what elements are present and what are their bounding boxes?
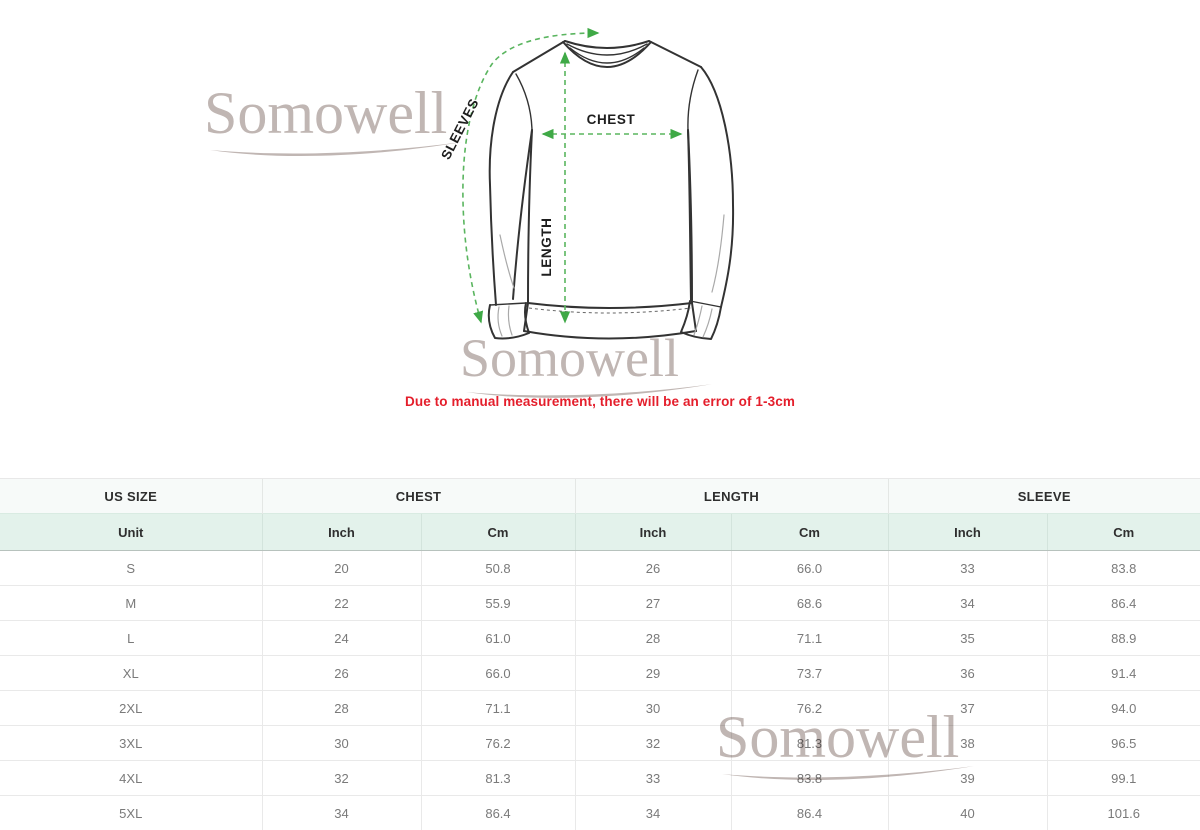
- table-row: M 22 55.9 27 68.6 34 86.4: [0, 585, 1200, 621]
- sweatshirt-diagram: CHEST LENGTH SLEEVES: [438, 27, 735, 340]
- table-unit-header-cell: Cm: [730, 513, 888, 551]
- measurement-cell: 33: [574, 760, 731, 796]
- table-unit-header-row: Unit Inch Cm Inch Cm Inch Cm: [0, 513, 1200, 551]
- table-row: 4XL 32 81.3 33 83.8 39 99.1: [0, 760, 1200, 796]
- measurement-cell: 66.0: [730, 550, 888, 586]
- table-unit-header-cell: Inch: [574, 513, 731, 551]
- table-row: 2XL 28 71.1 30 76.2 37 94.0: [0, 690, 1200, 726]
- table-row: 5XL 34 86.4 34 86.4 40 101.6: [0, 795, 1200, 830]
- size-cell: L: [0, 620, 262, 656]
- measurement-cell: 91.4: [1046, 655, 1200, 691]
- length-label: LENGTH: [539, 217, 554, 276]
- measurement-cell: 39: [887, 760, 1047, 796]
- measurement-cell: 66.0: [420, 655, 575, 691]
- size-cell: M: [0, 585, 262, 621]
- table-unit-header-cell: Inch: [887, 513, 1047, 551]
- measurement-cell: 99.1: [1046, 760, 1200, 796]
- measurement-cell: 76.2: [730, 690, 888, 726]
- size-cell: 4XL: [0, 760, 262, 796]
- measurement-cell: 34: [887, 585, 1047, 621]
- measurement-cell: 83.8: [730, 760, 888, 796]
- size-table: US SIZE CHEST LENGTH SLEEVE Unit Inch Cm Inch C…: [0, 478, 1200, 830]
- measurement-cell: 86.4: [730, 795, 888, 830]
- table-unit-header-cell: Cm: [1046, 513, 1200, 551]
- table-group-header-cell: LENGTH: [574, 478, 888, 514]
- measurement-diagram-section: CHEST LENGTH SLEEVES Somowell Somowell D…: [204, 27, 795, 409]
- measurement-cell: 96.5: [1046, 725, 1200, 761]
- sweatshirt-silhouette: [489, 41, 734, 340]
- table-unit-header-cell: Unit: [0, 513, 262, 551]
- measurement-cell: 88.9: [1046, 620, 1200, 656]
- measurement-cell: 50.8: [420, 550, 575, 586]
- measurement-cell: 40: [887, 795, 1047, 830]
- measurement-cell: 28: [261, 690, 421, 726]
- sleeves-measure-line: [462, 27, 600, 324]
- measurement-cell: 34: [261, 795, 421, 830]
- chest-label: CHEST: [587, 112, 636, 127]
- size-cell: 5XL: [0, 795, 262, 830]
- right-sleeve-outer: [700, 66, 735, 308]
- measurement-cell: 61.0: [420, 620, 575, 656]
- measurement-cell: 26: [574, 550, 731, 586]
- size-cell: S: [0, 550, 262, 586]
- measurement-cell: 94.0: [1046, 690, 1200, 726]
- right-cuff: [680, 300, 722, 340]
- body-right-side: [687, 129, 693, 304]
- table-group-header-cell: US SIZE: [0, 478, 262, 514]
- measurement-cell: 26: [261, 655, 421, 691]
- measurement-cell: 37: [887, 690, 1047, 726]
- table-group-header-cell: SLEEVE: [887, 478, 1200, 514]
- measurement-cell: 68.6: [730, 585, 888, 621]
- measurement-cell: 86.4: [420, 795, 575, 830]
- measurement-cell: 81.3: [420, 760, 575, 796]
- table-row: 3XL 30 76.2 32 81.3 38 96.5: [0, 725, 1200, 761]
- measurement-cell: 71.1: [730, 620, 888, 656]
- size-cell: 2XL: [0, 690, 262, 726]
- measurement-cell: 101.6: [1046, 795, 1200, 830]
- measurement-cell: 35: [887, 620, 1047, 656]
- table-row: XL 26 66.0 29 73.7 36 91.4: [0, 655, 1200, 691]
- right-armhole-seam: [687, 69, 699, 131]
- table-unit-header-cell: Cm: [420, 513, 575, 551]
- measurement-cell: 28: [574, 620, 731, 656]
- measurement-cell: 22: [261, 585, 421, 621]
- measurement-cell: 83.8: [1046, 550, 1200, 586]
- measurement-note: Due to manual measurement, there will be…: [405, 394, 795, 409]
- table-group-header-cell: CHEST: [261, 478, 575, 514]
- measurement-cell: 76.2: [420, 725, 575, 761]
- measurement-cell: 34: [574, 795, 731, 830]
- size-cell: XL: [0, 655, 262, 691]
- measurement-cell: 32: [261, 760, 421, 796]
- measurement-cell: 73.7: [730, 655, 888, 691]
- measurement-cell: 81.3: [730, 725, 888, 761]
- table-group-header-row: US SIZE CHEST LENGTH SLEEVE: [0, 478, 1200, 514]
- measurement-cell: 32: [574, 725, 731, 761]
- table-unit-header-cell: Inch: [261, 513, 421, 551]
- measurement-cell: 55.9: [420, 585, 575, 621]
- measurement-cell: 38: [887, 725, 1047, 761]
- measurement-cell: 30: [261, 725, 421, 761]
- sleeves-label: SLEEVES: [438, 96, 482, 162]
- size-table-section: US SIZE CHEST LENGTH SLEEVE Unit Inch Cm Inch C…: [0, 478, 1200, 830]
- measurement-cell: 24: [261, 620, 421, 656]
- measurement-cell: 33: [887, 550, 1047, 586]
- measurement-cell: 29: [574, 655, 731, 691]
- measurement-cell: 20: [261, 550, 421, 586]
- measurement-cell: 86.4: [1046, 585, 1200, 621]
- measurement-cell: 27: [574, 585, 731, 621]
- size-cell: 3XL: [0, 725, 262, 761]
- waistband-bottom: [523, 330, 697, 340]
- measurement-cell: 30: [574, 690, 731, 726]
- measurement-cell: 36: [887, 655, 1047, 691]
- table-row: L 24 61.0 28 71.1 35 88.9: [0, 620, 1200, 656]
- measurement-cell: 71.1: [420, 690, 575, 726]
- table-row: S 20 50.8 26 66.0 33 83.8: [0, 550, 1200, 586]
